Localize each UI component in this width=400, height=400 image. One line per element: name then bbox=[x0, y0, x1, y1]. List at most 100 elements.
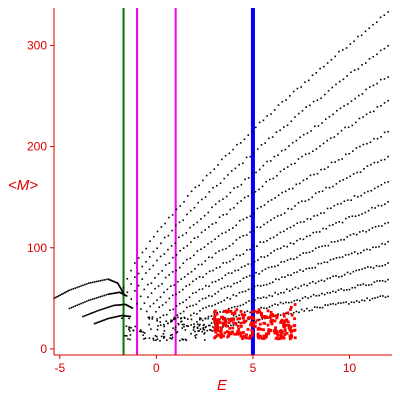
data-point bbox=[68, 289, 71, 292]
data-point bbox=[242, 253, 245, 255]
data-point bbox=[203, 329, 206, 331]
data-point bbox=[159, 339, 161, 342]
data-point bbox=[280, 291, 282, 294]
data-point bbox=[201, 297, 204, 300]
data-point bbox=[247, 263, 249, 265]
data-point bbox=[381, 242, 383, 245]
cluster-point bbox=[220, 315, 223, 319]
data-point bbox=[110, 279, 112, 282]
data-point bbox=[294, 162, 296, 165]
data-point bbox=[180, 320, 182, 323]
data-point bbox=[285, 301, 287, 304]
data-point bbox=[118, 285, 121, 288]
data-point bbox=[334, 161, 336, 163]
data-point bbox=[181, 288, 184, 291]
data-point bbox=[264, 142, 267, 144]
data-point bbox=[159, 316, 161, 319]
data-point bbox=[310, 130, 312, 132]
data-point bbox=[354, 97, 356, 100]
data-point bbox=[93, 322, 96, 325]
cluster-point bbox=[285, 331, 289, 335]
data-point bbox=[353, 40, 355, 43]
data-point bbox=[332, 113, 334, 116]
data-point bbox=[218, 278, 220, 281]
data-point bbox=[175, 208, 178, 211]
data-point bbox=[206, 329, 209, 332]
data-point bbox=[190, 190, 193, 193]
data-point bbox=[319, 67, 321, 70]
data-point bbox=[202, 179, 204, 182]
data-point bbox=[269, 237, 272, 240]
data-point bbox=[148, 337, 151, 339]
data-point bbox=[87, 282, 90, 284]
data-point bbox=[383, 181, 386, 184]
data-point bbox=[212, 326, 214, 328]
data-point bbox=[195, 278, 198, 280]
data-point bbox=[106, 306, 109, 309]
cluster-point bbox=[290, 313, 294, 317]
data-point bbox=[182, 301, 184, 304]
data-point bbox=[294, 205, 296, 207]
data-point bbox=[361, 268, 363, 270]
data-point bbox=[346, 75, 348, 77]
data-point bbox=[62, 292, 65, 295]
data-point bbox=[200, 231, 203, 234]
cluster-point bbox=[234, 321, 238, 325]
data-point bbox=[209, 171, 212, 174]
data-point bbox=[175, 293, 177, 296]
data-point bbox=[286, 166, 289, 168]
data-point bbox=[109, 293, 112, 295]
data-point bbox=[277, 154, 279, 156]
data-point bbox=[320, 262, 323, 265]
data-point bbox=[156, 247, 158, 250]
data-point bbox=[313, 215, 315, 217]
data-point bbox=[97, 296, 100, 299]
data-point bbox=[232, 324, 235, 326]
data-point bbox=[156, 259, 158, 262]
data-point bbox=[171, 320, 173, 322]
data-point bbox=[180, 320, 183, 323]
data-point bbox=[368, 86, 371, 88]
data-point bbox=[214, 280, 217, 283]
data-point bbox=[365, 88, 367, 91]
data-point bbox=[142, 334, 145, 336]
data-point bbox=[139, 295, 142, 298]
data-point bbox=[250, 263, 253, 265]
cluster-point bbox=[216, 333, 220, 337]
data-point bbox=[166, 339, 168, 341]
data-point bbox=[285, 99, 287, 101]
data-point bbox=[100, 308, 103, 311]
data-point bbox=[334, 303, 337, 306]
data-point bbox=[324, 118, 327, 121]
data-point bbox=[130, 298, 133, 300]
data-point bbox=[65, 291, 68, 293]
data-point bbox=[193, 206, 196, 209]
data-point bbox=[372, 23, 374, 26]
data-point bbox=[274, 291, 276, 294]
data-point bbox=[178, 291, 181, 293]
data-point bbox=[326, 207, 329, 210]
data-point bbox=[121, 303, 123, 306]
data-point bbox=[188, 296, 191, 299]
data-point bbox=[113, 280, 115, 283]
data-point bbox=[174, 326, 177, 328]
cluster-point bbox=[286, 320, 290, 324]
data-point bbox=[379, 280, 381, 282]
data-point bbox=[204, 326, 207, 329]
data-point bbox=[288, 301, 290, 304]
cluster-point bbox=[220, 332, 224, 336]
cluster-point bbox=[220, 326, 223, 330]
data-point bbox=[229, 297, 232, 300]
data-point bbox=[96, 310, 98, 312]
data-point bbox=[274, 303, 276, 306]
cluster-point bbox=[218, 321, 222, 324]
data-point bbox=[302, 179, 305, 182]
cluster-point bbox=[216, 319, 220, 323]
data-point bbox=[99, 295, 102, 298]
data-point bbox=[369, 141, 372, 144]
data-point bbox=[330, 241, 333, 243]
cluster-point bbox=[280, 319, 283, 323]
data-point bbox=[304, 153, 307, 156]
cluster-point bbox=[213, 318, 216, 322]
data-point bbox=[114, 316, 116, 318]
